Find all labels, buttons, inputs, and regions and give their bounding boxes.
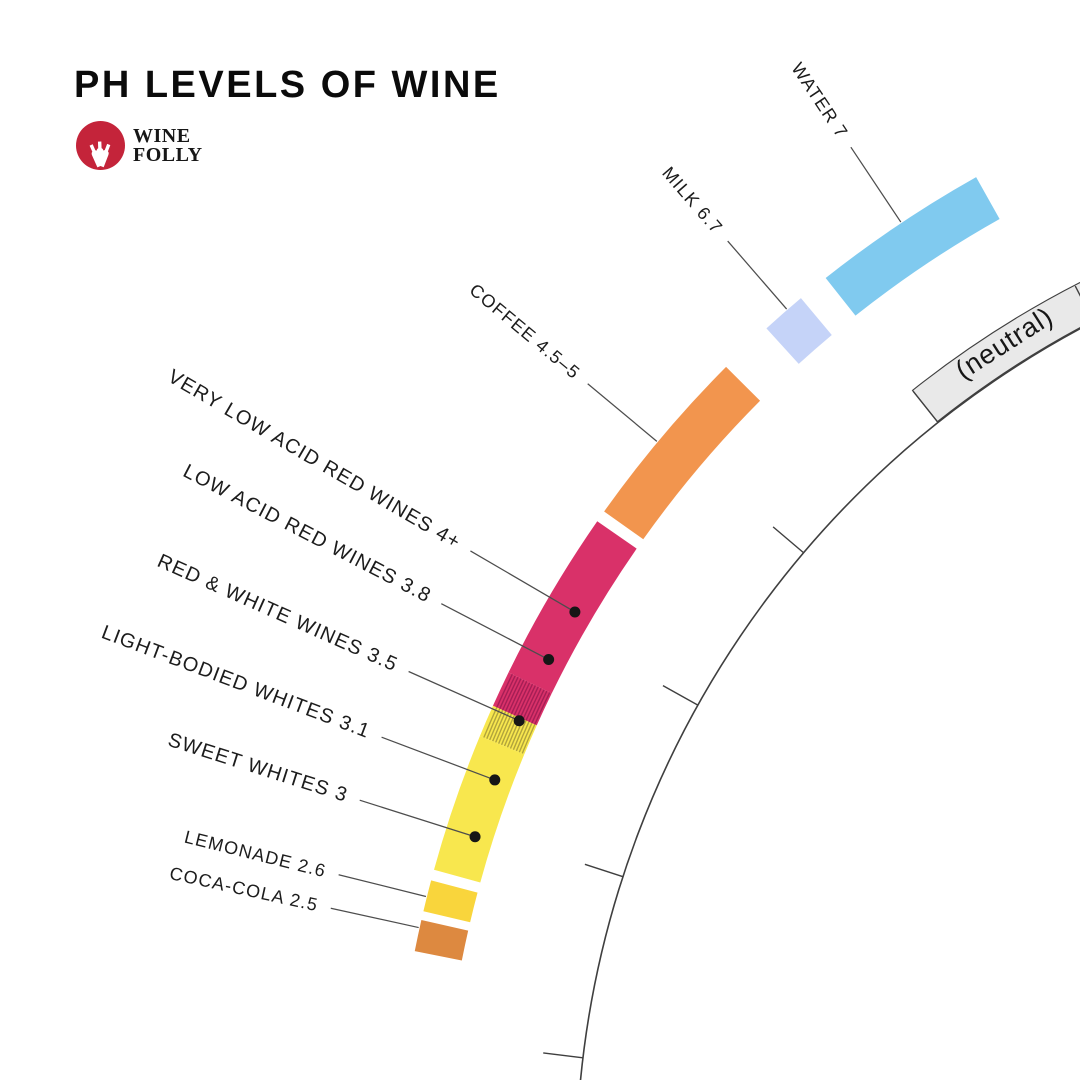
segment-red-wines-fade-hatch-line [531,690,548,724]
callout-line-milk-6-7 [727,240,788,310]
callout-line-light-bodied-whites-3-1 [381,736,496,781]
segment-white-wines [434,735,525,883]
segment-red-wines-fade-hatch-line [501,676,519,711]
page-title: PH LEVELS OF WINE [74,64,501,106]
ph-axis-tick-3 [662,685,699,706]
callout-line-coca-cola-2-5 [330,907,419,929]
segment-white-wines-fade-hatch-line [486,708,501,740]
segment-white-wines-fade-hatch-line [494,712,510,743]
brand-line-1: WINE [133,124,191,147]
callout-dot-red-white-wines-3-5 [513,715,525,727]
callout-dot-light-bodied-whites-3-1 [489,774,501,786]
callout-line-water-7 [850,146,902,223]
winefolly-logo-icon [76,121,125,170]
segment-white-wines-fade-hatch-line [515,721,530,752]
segment-red-wines-fade-hatch-line [499,675,516,710]
callout-label-sweet-whites-3: SWEET WHITES 3 [165,729,350,807]
segment-white-wines-fade-hatch-line [521,724,536,754]
ph-axis-tick-1 [912,390,939,423]
callout-line-lemonade-2-6 [338,874,427,898]
segment-milk [766,298,832,364]
callout-line-red-white-wines-3-5 [408,670,520,722]
segment-red-wines-fade-hatch-line [528,689,545,723]
callout-line-sweet-whites-3 [359,799,476,838]
segment-red-wines-fade-hatch-line [504,678,522,712]
segment-lemonade [423,880,478,923]
ph-axis-tick-5 [543,1052,584,1059]
callout-label-milk-6-7: MILK 6.7 [658,163,727,238]
segment-coca-cola [414,919,469,961]
segment-coffee [604,366,761,540]
segment-white-wines-fade-hatch-line [489,709,504,741]
brand-line-2: FOLLY [133,143,203,166]
segment-white-wines-fade-hatch-line [497,713,513,744]
callout-label-water-7: WATER 7 [787,59,852,142]
callout-line-very-low-acid-red-wines-4 [470,550,576,613]
callout-dot-low-acid-red-wines-3-8 [543,654,555,666]
ph-axis-tick-4 [584,863,624,878]
segment-water [825,177,1000,316]
ph-axis-tick-0 [1074,285,1080,297]
segment-red-wines-fade-hatch-line [510,680,528,715]
neutral-band [911,281,1080,423]
segment-white-wines-fade-hatch-line [500,715,515,746]
segment-white-wines-fade-hatch-line [492,711,507,742]
brand-wordmark: WINE FOLLY [133,124,203,166]
segment-red-wines-fade-hatch-line [507,679,525,714]
callout-line-low-acid-red-wines-3-8 [441,603,549,661]
segment-white-wines-fade-hatch-line [483,707,498,738]
callout-line-coffee-4-5-5 [587,383,658,442]
segment-red-wines-fade-hatch-line [534,692,551,725]
ph-axis-tick-2 [772,526,805,554]
segment-red-wines-fade-hatch-line [496,673,513,708]
callout-label-coffee-4-5-5: COFFEE 4.5–5 [466,280,584,383]
segment-red-wines-fade-hatch-line [513,682,531,716]
segment-red-wines-fade-hatch-line [525,687,542,721]
wine-bottles-icon [89,141,111,168]
segment-white-wines-fade-hatch-line [512,720,527,751]
callout-dot-sweet-whites-3 [469,831,481,843]
winefolly-brand: WINE FOLLY [76,121,203,170]
callout-dot-very-low-acid-red-wines-4 [569,606,581,618]
segment-white-wines-fade-hatch-line [518,722,533,753]
ph-axis-arc [579,327,1080,1080]
